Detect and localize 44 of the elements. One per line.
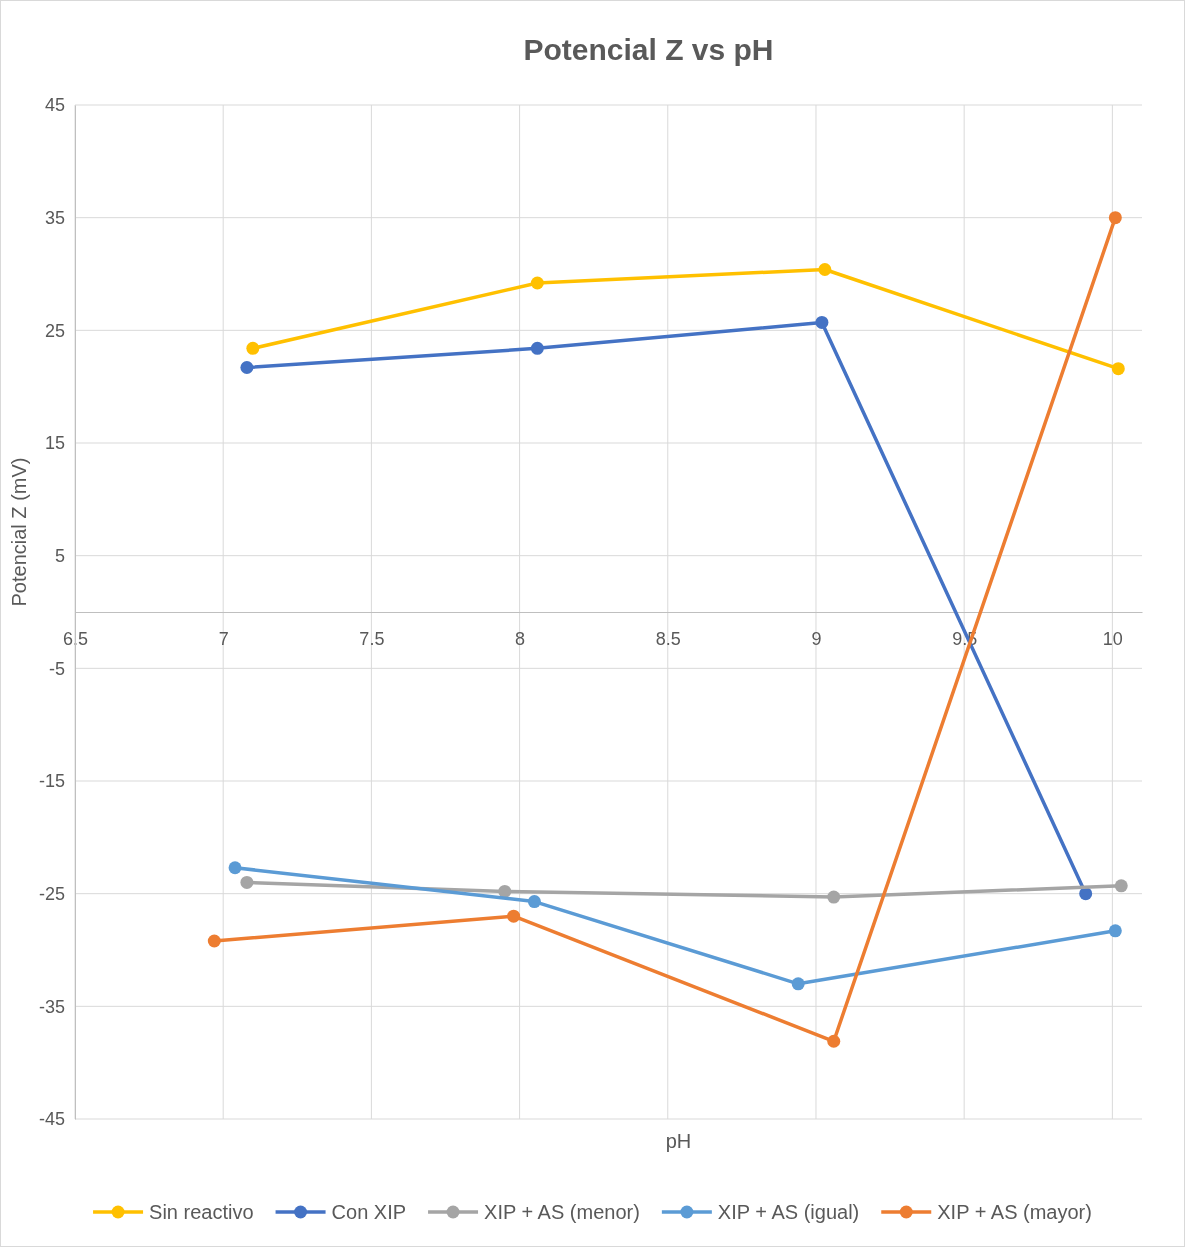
y-tick-label: -35 bbox=[38, 996, 65, 1017]
point bbox=[246, 341, 260, 355]
legend-label: XIP + AS (menor) bbox=[484, 1201, 640, 1223]
y-tick-label: 45 bbox=[44, 95, 65, 116]
point bbox=[228, 861, 242, 875]
chart-title: Potencial Z vs pH bbox=[523, 33, 774, 66]
y-tick-label: -45 bbox=[38, 1109, 65, 1130]
y-tick-label: 15 bbox=[44, 433, 65, 454]
point bbox=[1114, 879, 1128, 893]
x-tick-label: 8.5 bbox=[655, 628, 681, 649]
y-tick-label: 35 bbox=[44, 207, 65, 228]
x-tick-label: 10 bbox=[1102, 628, 1123, 649]
point bbox=[827, 1034, 841, 1048]
y-tick-label: 5 bbox=[54, 545, 65, 566]
point bbox=[530, 276, 544, 290]
legend-label: XIP + AS (mayor) bbox=[937, 1201, 1092, 1223]
legend-label: XIP + AS (igual) bbox=[717, 1201, 860, 1223]
point bbox=[815, 315, 829, 329]
x-tick-label: 9 bbox=[811, 628, 822, 649]
y-tick-label: -25 bbox=[38, 883, 65, 904]
y-tick-label: 25 bbox=[44, 320, 65, 341]
x-tick-label: 7 bbox=[218, 628, 229, 649]
legend-label: Sin reactivo bbox=[149, 1201, 254, 1223]
y-tick-label: -15 bbox=[38, 771, 65, 792]
point bbox=[207, 934, 221, 948]
point bbox=[1108, 924, 1122, 938]
x-axis-title: pH bbox=[665, 1130, 692, 1152]
point bbox=[1111, 362, 1125, 376]
x-tick-label: 7.5 bbox=[359, 628, 385, 649]
point bbox=[240, 361, 254, 375]
point bbox=[498, 884, 512, 898]
y-tick-label: -5 bbox=[48, 658, 65, 679]
x-tick-label: 8 bbox=[515, 628, 526, 649]
point bbox=[818, 262, 832, 276]
point bbox=[507, 909, 521, 923]
y-axis-title: Potencial Z (mV) bbox=[8, 457, 30, 607]
legend-label: Con XIP bbox=[331, 1201, 407, 1223]
point bbox=[827, 890, 841, 904]
point bbox=[1108, 211, 1122, 225]
x-tick-label: 6.5 bbox=[62, 628, 89, 649]
point bbox=[530, 341, 544, 355]
point bbox=[527, 895, 541, 909]
point bbox=[240, 875, 254, 889]
point bbox=[791, 977, 805, 991]
